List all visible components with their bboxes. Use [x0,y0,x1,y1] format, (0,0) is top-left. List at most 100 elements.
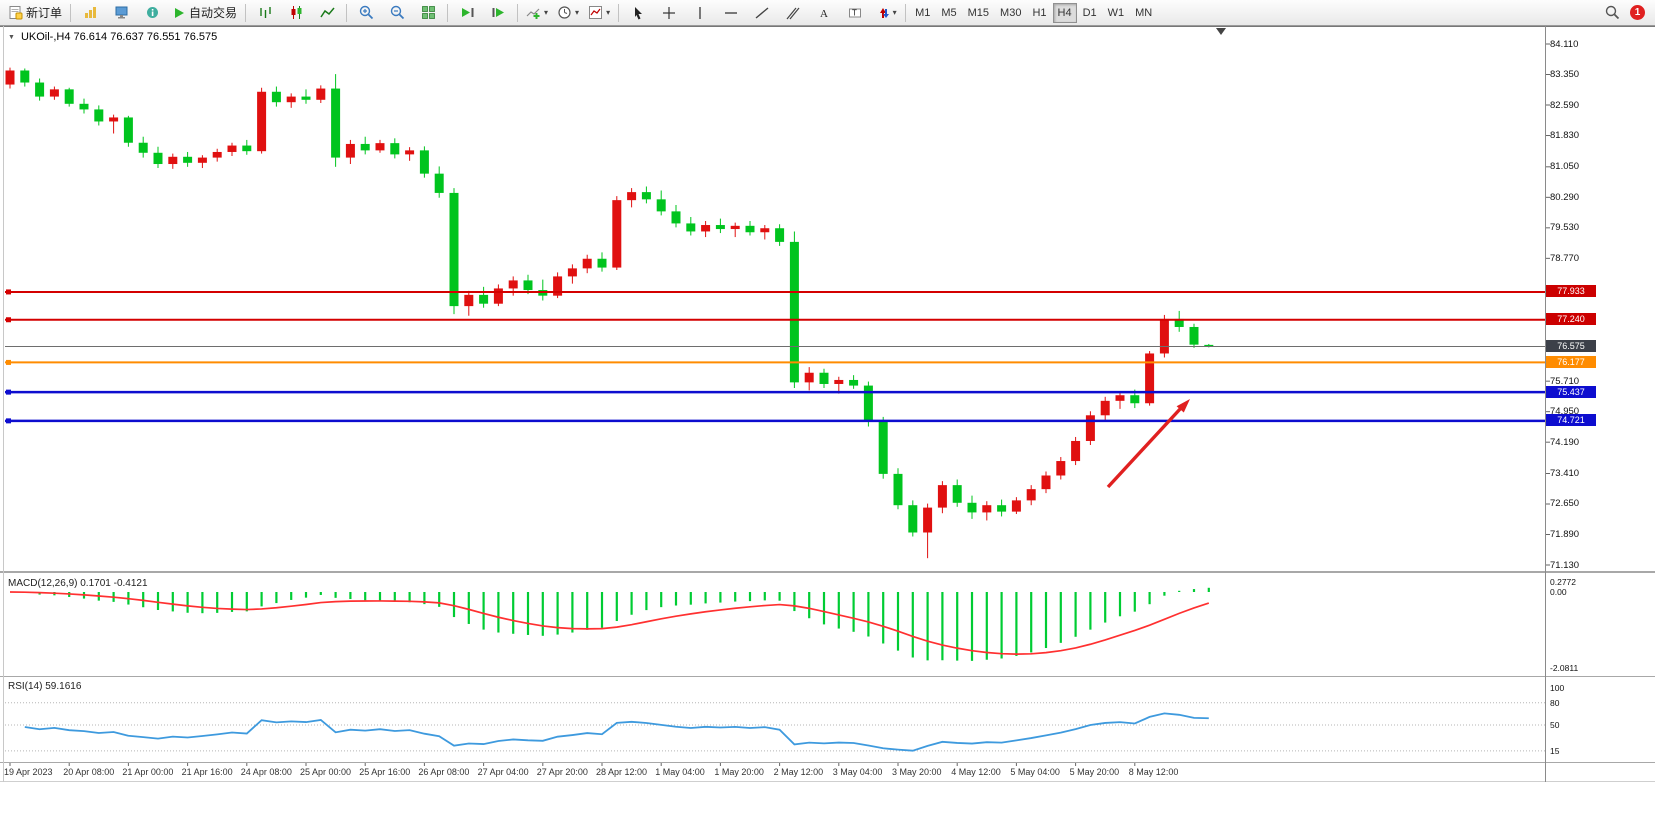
zoom-in-button[interactable] [351,1,381,25]
price-axis-label: 75.710 [1550,375,1580,387]
templates-button[interactable]: ▾ [584,1,614,25]
rsi-pane [5,702,1545,752]
time-axis-label: 21 Apr 00:00 [122,767,174,777]
price-axis-label: 71.890 [1550,528,1580,540]
auto-scroll-button[interactable] [452,1,482,25]
price-tag-77.933: 77.933 [1546,285,1596,298]
macd-pane-splitter[interactable] [0,571,1655,573]
price-tag-75.437: 75.437 [1546,385,1596,398]
timeframe-m1-button[interactable]: M1 [915,6,931,19]
timeframe-mn-button[interactable]: MN [1135,6,1153,19]
timeframe-m5-button[interactable]: M5 [941,6,957,19]
candlestick-chart-icon [291,6,302,19]
separator [245,3,247,22]
macd-pane [9,587,1210,661]
horizontal-line-tool-button[interactable] [716,1,746,25]
autotrade-button[interactable]: 自动交易 [168,1,241,25]
price-axis-label: 79.530 [1550,222,1580,234]
equidistant-channel-icon [786,7,800,19]
notification-badge[interactable]: 1 [1630,5,1645,20]
price-tag-74.721: 74.721 [1546,414,1596,427]
time-axis-label: 20 Apr 08:00 [63,767,115,777]
search-button[interactable] [1597,1,1627,25]
separator [618,3,620,22]
macd-label: MACD(12,26,9) 0.1701 -0.4121 [8,578,148,589]
candlestick-chart-button[interactable] [281,1,311,25]
chart-shift-button[interactable] [483,1,513,25]
profiles-icon [115,6,128,19]
dropdown-caret: ▾ [892,8,897,17]
price-axis[interactable]: 77.933 77.240 76.575 76.177 75.437 74.721 84.1… [1546,0,1655,829]
rsi-axis-label: 15 [1550,745,1560,756]
line-chart-button[interactable] [312,1,342,25]
bar-chart-icon [259,7,271,18]
text-label-icon: T [849,8,862,17]
timeframe-m30-button[interactable]: M30 [1000,6,1022,19]
chart-top-border [0,26,1655,27]
text-label-tool-button[interactable]: T [840,1,870,25]
indicators-button[interactable]: ▾ [522,1,552,25]
rsi-line [24,712,1209,752]
time-axis-label: 5 May 04:00 [1010,767,1060,777]
indicators-icon [526,8,540,19]
time-axis-label: 1 May 20:00 [714,767,764,777]
timeframe-h1-button[interactable]: H1 [1032,6,1047,19]
separator [905,3,907,22]
price-axis-label: 72.650 [1550,498,1580,510]
crosshair-icon [663,6,676,19]
vertical-line-tool-button[interactable] [685,1,715,25]
macd-signal-line [9,591,1210,655]
tile-windows-icon [421,6,435,19]
time-axis-label: 25 Apr 16:00 [359,767,411,777]
timeframe-m15-button[interactable]: M15 [967,6,990,19]
cursor-icon [635,6,643,19]
window-left-border [3,26,4,782]
arrow-objects-icon [879,7,889,18]
chart-shift-marker[interactable] [1216,28,1226,35]
arrows-tool-button[interactable]: ▾ [871,1,901,25]
periods-button[interactable]: ▾ [553,1,583,25]
separator [346,3,348,22]
time-axis-label: 28 Apr 12:00 [596,767,648,777]
trendline-icon [755,6,769,19]
cursor-tool-button[interactable] [623,1,653,25]
svg-text:A: A [820,8,828,20]
timeframe-w1-button[interactable]: W1 [1107,6,1125,19]
new-order-label: 新订单 [26,6,63,20]
timeframe-h4-button[interactable]: H4 [1052,2,1077,23]
zoom-out-icon [390,5,404,20]
price-tag-76.575: 76.575 [1546,339,1596,352]
trendline-tool-button[interactable] [747,1,777,25]
tile-windows-button[interactable] [413,1,443,25]
price-axis-label: 81.050 [1550,161,1580,173]
search-icon [1605,5,1619,20]
crosshair-tool-button[interactable] [654,1,684,25]
price-axis-label: 78.770 [1550,252,1580,264]
price-axis-label: 74.190 [1550,436,1580,448]
time-axis-label: 5 May 20:00 [1069,767,1120,777]
text-tool-button[interactable]: A [809,1,839,25]
rsi-axis-label: 100 [1550,683,1565,693]
channel-tool-button[interactable] [778,1,808,25]
chart-title-bar: ▼ UKOil-,H4 76.614 76.637 76.551 76.575 [8,31,217,43]
collapse-chart-icon[interactable]: ▼ [8,33,15,41]
price-axis-label: 74.950 [1550,406,1580,418]
new-chart-button[interactable] [75,1,105,25]
price-axis-label: 71.130 [1550,559,1580,571]
autotrade-icon [175,7,185,18]
price-axis-label: 73.410 [1550,467,1580,479]
profiles-button[interactable] [106,1,136,25]
time-axis-label: 27 Apr 04:00 [477,767,529,777]
new-chart-icon [84,7,96,18]
timeframe-d1-button[interactable]: D1 [1082,6,1097,19]
data-window-button[interactable] [137,1,167,25]
rsi-pane-splitter[interactable] [0,676,1655,677]
new-order-button[interactable]: 新订单 [4,1,66,25]
vertical-line-icon [699,6,701,19]
trend-arrow-annotation[interactable] [1106,399,1190,489]
window-bottom-border [0,781,1655,782]
time-axis-label: 26 Apr 08:00 [418,767,470,777]
zoom-out-button[interactable] [382,1,412,25]
bar-chart-button[interactable] [250,1,280,25]
